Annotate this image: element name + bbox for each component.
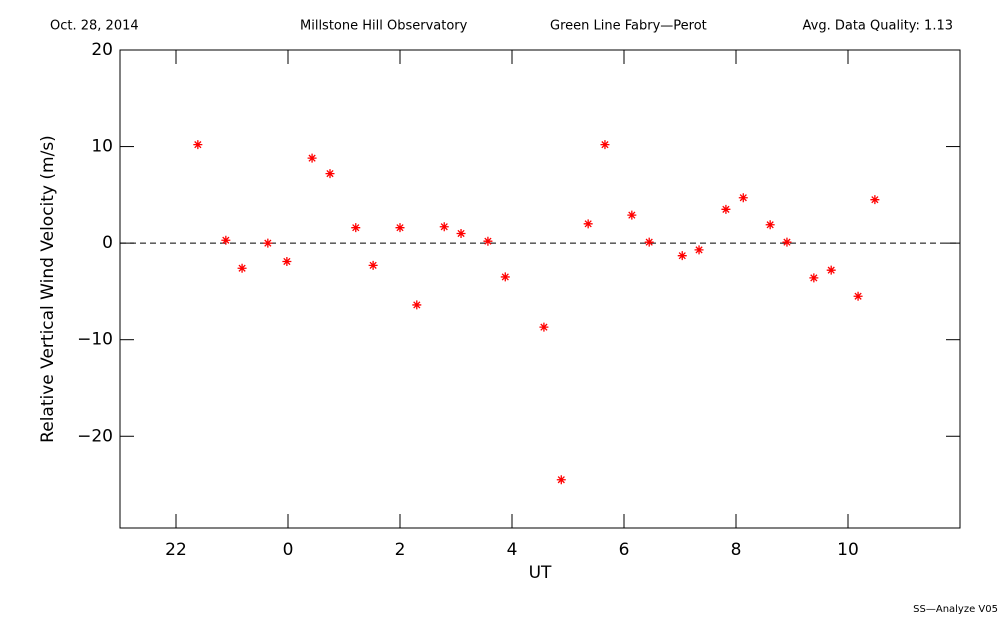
x-tick-label: 2	[395, 540, 406, 560]
y-tick-label: 0	[102, 233, 113, 253]
x-tick-label: 10	[837, 540, 859, 560]
data-point	[263, 238, 273, 248]
data-point	[721, 204, 731, 214]
x-tick-label: 22	[165, 540, 187, 560]
header-instrument: Green Line Fabry—Perot	[550, 19, 707, 34]
data-point	[765, 220, 775, 230]
data-point	[193, 140, 203, 150]
data-point	[395, 223, 405, 233]
data-point	[456, 228, 466, 238]
data-point	[870, 195, 880, 205]
data-point	[221, 235, 231, 245]
header-site: Millstone Hill Observatory	[300, 19, 468, 34]
header-quality: Avg. Data Quality: 1.13	[803, 19, 953, 34]
x-tick-label: 4	[507, 540, 518, 560]
data-point	[439, 222, 449, 232]
footer: SS—Analyze V05	[913, 604, 998, 615]
data-point	[782, 237, 792, 247]
data-point	[237, 263, 247, 273]
data-point	[809, 273, 819, 283]
y-tick-label: −10	[77, 330, 113, 350]
data-point	[282, 256, 292, 266]
header-date: Oct. 28, 2014	[50, 19, 139, 34]
data-point	[483, 236, 493, 246]
data-point	[500, 272, 510, 282]
data-point	[325, 169, 335, 179]
data-point	[738, 193, 748, 203]
data-point	[627, 210, 637, 220]
data-point	[368, 260, 378, 270]
x-axis-label: UT	[529, 563, 552, 583]
data-point	[600, 140, 610, 150]
data-point	[556, 475, 566, 485]
data-point	[583, 219, 593, 229]
data-point	[351, 223, 361, 233]
y-tick-label: 10	[91, 137, 113, 157]
data-point	[694, 245, 704, 255]
data-point	[412, 300, 422, 310]
plot-frame	[119, 49, 961, 529]
data-point	[853, 291, 863, 301]
data-point	[677, 251, 687, 261]
data-point	[307, 153, 317, 163]
y-tick-label: −20	[77, 426, 113, 446]
y-tick-label: 20	[91, 40, 113, 60]
x-tick-label: 0	[283, 540, 294, 560]
y-axis-label: Relative Vertical Wind Velocity (m/s)	[38, 135, 58, 443]
data-point	[826, 265, 836, 275]
x-tick-label: 8	[731, 540, 742, 560]
data-point	[644, 237, 654, 247]
x-tick-label: 6	[619, 540, 630, 560]
data-point	[539, 322, 549, 332]
